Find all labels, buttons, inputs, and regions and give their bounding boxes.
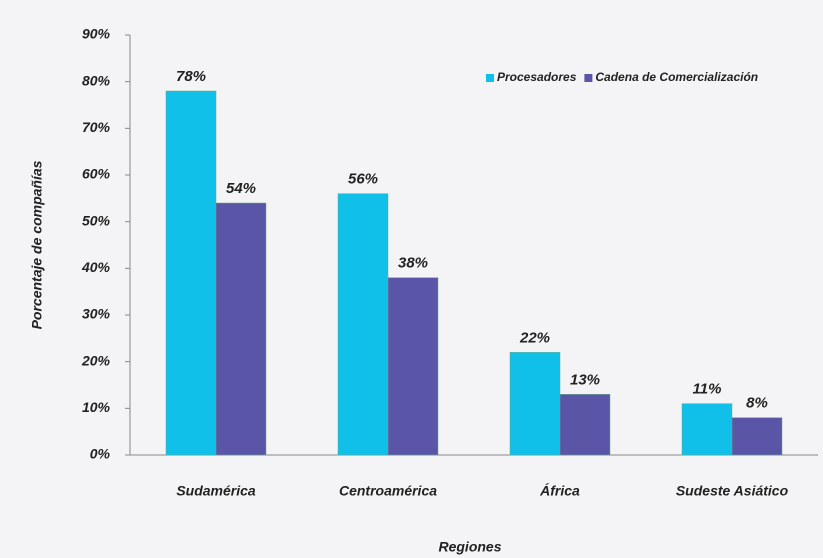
y-tick-label: 90% <box>82 26 111 42</box>
y-tick-label: 70% <box>82 119 111 135</box>
bar <box>337 193 389 456</box>
x-tick-label: Sudamérica <box>176 483 256 499</box>
bar <box>215 202 267 456</box>
value-label: 38% <box>398 255 428 272</box>
y-axis-title: Porcentaje de compañías <box>29 160 45 329</box>
x-axis-title: Regiones <box>438 539 501 555</box>
value-label: 13% <box>570 371 600 388</box>
y-tick-label: 80% <box>82 72 111 88</box>
y-tick-label: 30% <box>82 306 111 322</box>
value-label: 54% <box>226 180 256 197</box>
value-label: 8% <box>746 395 768 412</box>
bar <box>509 352 561 456</box>
y-tick-label: 40% <box>81 259 111 275</box>
bar <box>681 403 733 456</box>
x-tick-label: Centroamérica <box>339 483 437 499</box>
bar <box>731 417 783 456</box>
value-label: 56% <box>348 171 378 188</box>
legend-label: Cadena de Comercialización <box>595 70 758 84</box>
bar <box>165 90 217 456</box>
x-tick-label: África <box>539 483 580 499</box>
bar <box>387 277 439 456</box>
x-tick-label: Sudeste Asiático <box>676 483 789 499</box>
y-tick-label: 60% <box>82 166 111 182</box>
legend-swatch <box>584 74 593 82</box>
y-tick-label: 0% <box>90 446 111 462</box>
value-label: 78% <box>176 68 206 85</box>
y-tick-label: 20% <box>81 352 111 368</box>
y-tick-label: 10% <box>82 399 111 415</box>
bar <box>559 394 611 456</box>
value-label: 22% <box>519 329 550 346</box>
legend-label: Procesadores <box>497 70 577 84</box>
value-label: 11% <box>693 381 722 398</box>
legend-swatch <box>486 74 494 82</box>
y-tick-label: 50% <box>82 212 111 228</box>
